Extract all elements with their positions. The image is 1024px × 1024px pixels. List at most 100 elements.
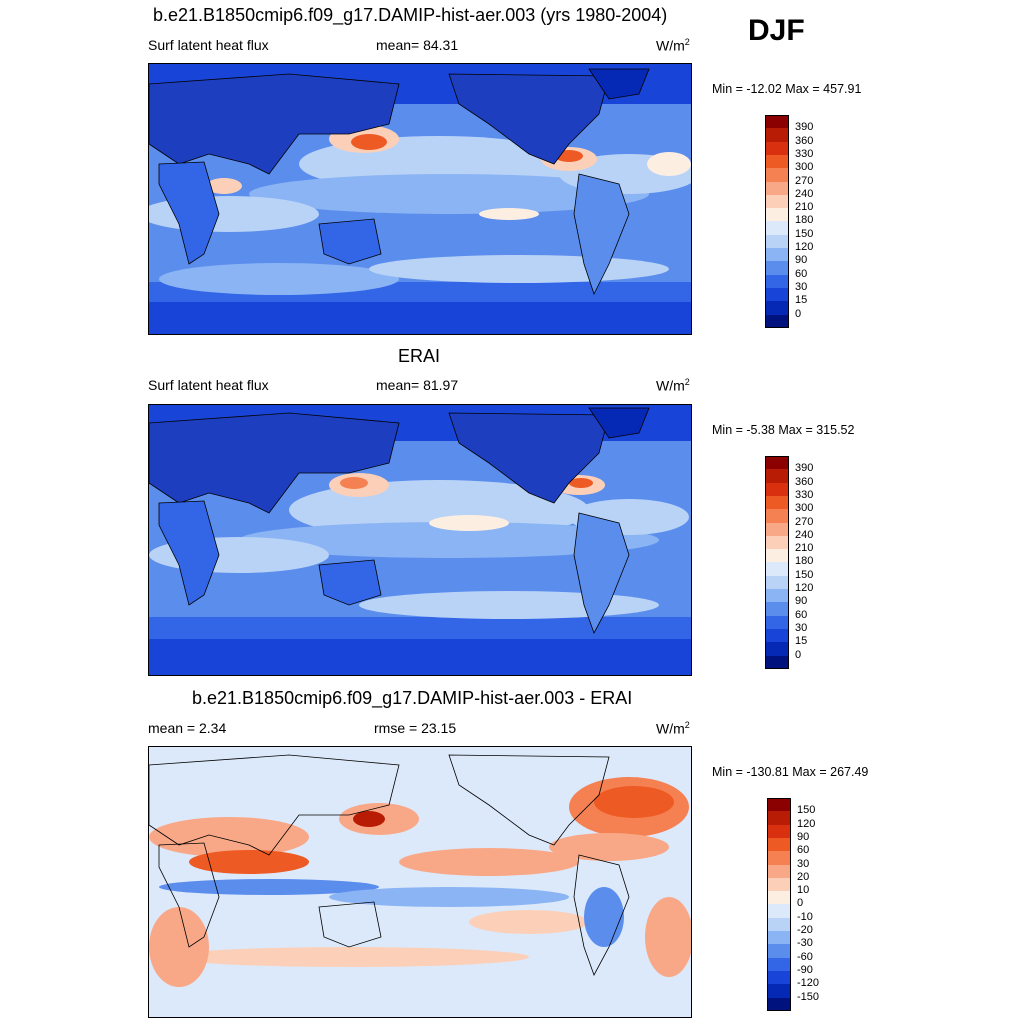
colorbar-swatch [767,997,791,1012]
colorbar-swatch [767,904,791,919]
colorbar-label: 0 [795,648,802,661]
colorbar-label: 10 [797,884,810,897]
panel2-units: W/m2 [656,377,690,394]
colorbar-label: 60 [795,267,808,280]
colorbar-swatch [765,655,789,670]
colorbar-label: 210 [795,542,814,555]
colorbar-label: 0 [795,307,802,320]
panel1-mean: mean= 84.31 [376,37,459,53]
colorbar-label: 60 [795,608,808,621]
colorbar-label: 270 [795,174,814,187]
colorbar-swatch [765,141,789,156]
colorbar-swatch [765,287,789,302]
panel1-map [148,63,692,335]
colorbar-swatch [765,469,789,484]
colorbar-swatch [767,917,791,932]
colorbar-label: -20 [797,924,813,936]
panel3-rmse: rmse = 23.15 [374,720,457,736]
colorbar-label: 300 [795,502,814,515]
colorbar-label: 330 [795,147,814,160]
panel1-units: W/m2 [656,37,690,54]
colorbar-swatch [767,824,791,839]
colorbar-label: 30 [797,857,810,870]
colorbar-label: 390 [795,462,814,475]
colorbar-label: 90 [795,254,808,267]
panel1-colorbar: 390 360 330 300 270 240 210 180 150 120 90 60 30 15 0 [765,115,845,329]
colorbar-label: 360 [795,134,814,147]
colorbar-label: 240 [795,187,814,200]
colorbar-swatch [765,509,789,523]
colorbar-swatch [765,575,789,590]
colorbar-label: 390 [795,121,814,134]
colorbar-swatch [765,154,789,169]
colorbar-swatch [765,128,789,143]
colorbar-label: 300 [795,161,814,174]
colorbar-swatch [765,234,789,249]
colorbar-swatch [765,549,789,563]
colorbar-label: -60 [797,950,813,963]
panel3-units: W/m2 [656,720,690,737]
colorbar-label: -90 [797,963,813,976]
colorbar-swatch [765,221,789,236]
panel2-mean: mean= 81.97 [376,377,459,393]
colorbar-label: 20 [797,870,810,883]
colorbar-swatch [765,261,789,276]
panel3-map [148,746,692,1018]
colorbar-swatch [765,535,789,550]
panel2-title: ERAI [398,346,441,366]
colorbar-label: -10 [797,910,813,923]
colorbar-swatch [765,482,789,497]
colorbar-swatch [767,798,791,812]
panel3-title: b.e21.B1850cmip6.f09_g17.DAMIP-hist-aer.… [192,688,633,708]
colorbar-label: -30 [797,937,813,950]
colorbar-label: 90 [795,595,808,608]
colorbar-swatch [765,314,789,329]
colorbar-swatch [765,562,789,577]
colorbar-label: 120 [797,817,816,830]
colorbar-swatch [767,877,791,892]
colorbar-swatch [765,642,789,656]
colorbar-label: 240 [795,528,814,541]
colorbar-swatch [765,194,789,209]
colorbar-label: 330 [795,488,814,501]
colorbar-label: -120 [797,977,820,990]
colorbar-label: 15 [795,635,808,648]
colorbar-swatch [765,274,789,289]
colorbar-swatch [767,970,791,985]
colorbar-swatch [765,628,789,643]
colorbar-swatch [767,957,791,972]
colorbar-label: 150 [795,227,814,240]
panel3-minmax: Min = -130.81 Max = 267.49 [712,765,869,779]
colorbar-swatch [765,168,789,182]
colorbar-label: 180 [795,555,814,568]
colorbar-label: 120 [795,582,814,594]
colorbar-label: 210 [795,201,814,214]
colorbar-label: -150 [797,990,820,1003]
colorbar-swatch [767,944,791,959]
panel3-mean: mean = 2.34 [148,720,227,736]
colorbar-label: 0 [797,897,804,910]
colorbar-swatch [765,589,789,603]
colorbar-label: 360 [795,475,814,488]
panel2-map [148,404,692,676]
colorbar-swatch [767,851,791,865]
colorbar-label: 30 [795,621,808,634]
colorbar-label: 90 [797,830,810,843]
colorbar-swatch [765,495,789,510]
colorbar-swatch [765,301,789,315]
panel2-minmax: Min = -5.38 Max = 315.52 [712,423,855,437]
colorbar-label: 150 [797,804,816,817]
season-label: DJF [748,14,805,47]
panel1-title: b.e21.B1850cmip6.f09_g17.DAMIP-hist-aer.… [153,5,668,25]
colorbar-label: 15 [795,294,808,307]
panel1-minmax: Min = -12.02 Max = 457.91 [712,82,862,96]
colorbar-label: 270 [795,515,814,528]
colorbar-swatch [767,837,791,852]
colorbar-swatch [765,208,789,222]
panel1-variable: Surf latent heat flux [148,37,269,53]
colorbar-swatch [765,615,789,630]
colorbar-swatch [765,181,789,196]
colorbar-swatch [767,891,791,905]
colorbar-swatch [765,456,789,470]
colorbar-label: 180 [795,214,814,227]
